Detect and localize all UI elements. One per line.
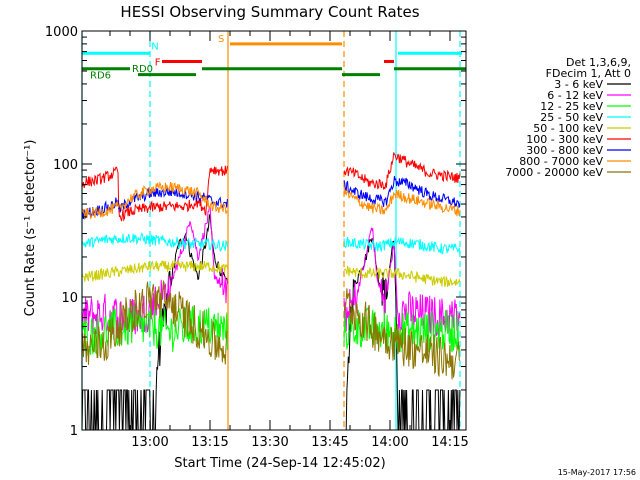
flag-label-n: N (151, 41, 158, 52)
legend-header-2: FDecim 1, Att 0 (546, 67, 631, 80)
series-trace-5-seg-2 (343, 265, 461, 287)
series-trace-6-seg-2 (343, 152, 461, 190)
plot-frame (81, 30, 467, 431)
x-tick-label-1: 13:00 (131, 435, 168, 450)
footer-timestamp: 15-May-2017 17:56 (558, 468, 636, 477)
legend-label-8: 800 - 7000 keV (519, 155, 603, 168)
series-trace-2-seg-2 (343, 226, 461, 338)
plot-area: NF S RD0 RD6 (81, 31, 466, 431)
series-trace-7-seg-2 (343, 175, 461, 208)
legend-label-1: 3 - 6 keV (554, 78, 603, 91)
y-tick-label-3: 100 (53, 158, 78, 173)
legend-label-3: 12 - 25 keV (540, 100, 603, 113)
flag-label-f: F (155, 57, 161, 68)
x-tick-label-4: 13:45 (311, 435, 348, 450)
series-trace-9-seg-2 (343, 288, 461, 380)
x-tick-label-2: 13:15 (191, 435, 228, 450)
x-tick-label-5: 14:00 (371, 435, 408, 450)
legend-label-5: 50 - 100 keV (533, 122, 603, 135)
x-axis-label: Start Time (24-Sep-14 12:45:02) (174, 456, 385, 471)
series-trace-5-seg-1 (81, 260, 228, 282)
legend-label-7: 300 - 800 keV (526, 144, 603, 157)
axes: 1 10 100 1000 13:00 13:15 13:30 13:45 14:00 14:15 (45, 25, 469, 450)
series-trace-6-seg-1 (81, 165, 228, 222)
y-tick-label-1: 1 (70, 424, 78, 439)
legend-label-9: 7000 - 20000 keV (505, 166, 603, 179)
flag-label-rd0: RD0 (132, 64, 153, 75)
series-trace-4-seg-2 (343, 236, 461, 255)
legend-label-2: 6 - 12 keV (547, 89, 603, 102)
legend-label-6: 100 - 300 keV (526, 133, 603, 146)
series-trace-1-seg-2 (344, 238, 461, 431)
series-trace-8-seg-2 (343, 186, 461, 217)
y-tick-label-4: 1000 (45, 25, 78, 40)
flag-label-rd6: RD6 (90, 71, 111, 82)
series-trace-4-seg-1 (81, 231, 228, 252)
flag-label-s: S (218, 34, 224, 45)
legend-header-1: Det 1,3,6,9, (566, 56, 631, 69)
chart-title: HESSI Observing Summary Count Rates (120, 3, 419, 21)
series-trace-8-seg-1 (81, 181, 228, 220)
y-axis-label: Count Rate (s⁻¹ detector⁻¹) (23, 140, 38, 317)
series-trace-9-seg-1 (81, 279, 228, 365)
x-tick-label-3: 13:30 (251, 435, 288, 450)
legend-label-4: 25 - 50 keV (540, 111, 603, 124)
x-tick-label-6: 14:15 (431, 435, 468, 450)
y-tick-label-2: 10 (61, 291, 78, 306)
